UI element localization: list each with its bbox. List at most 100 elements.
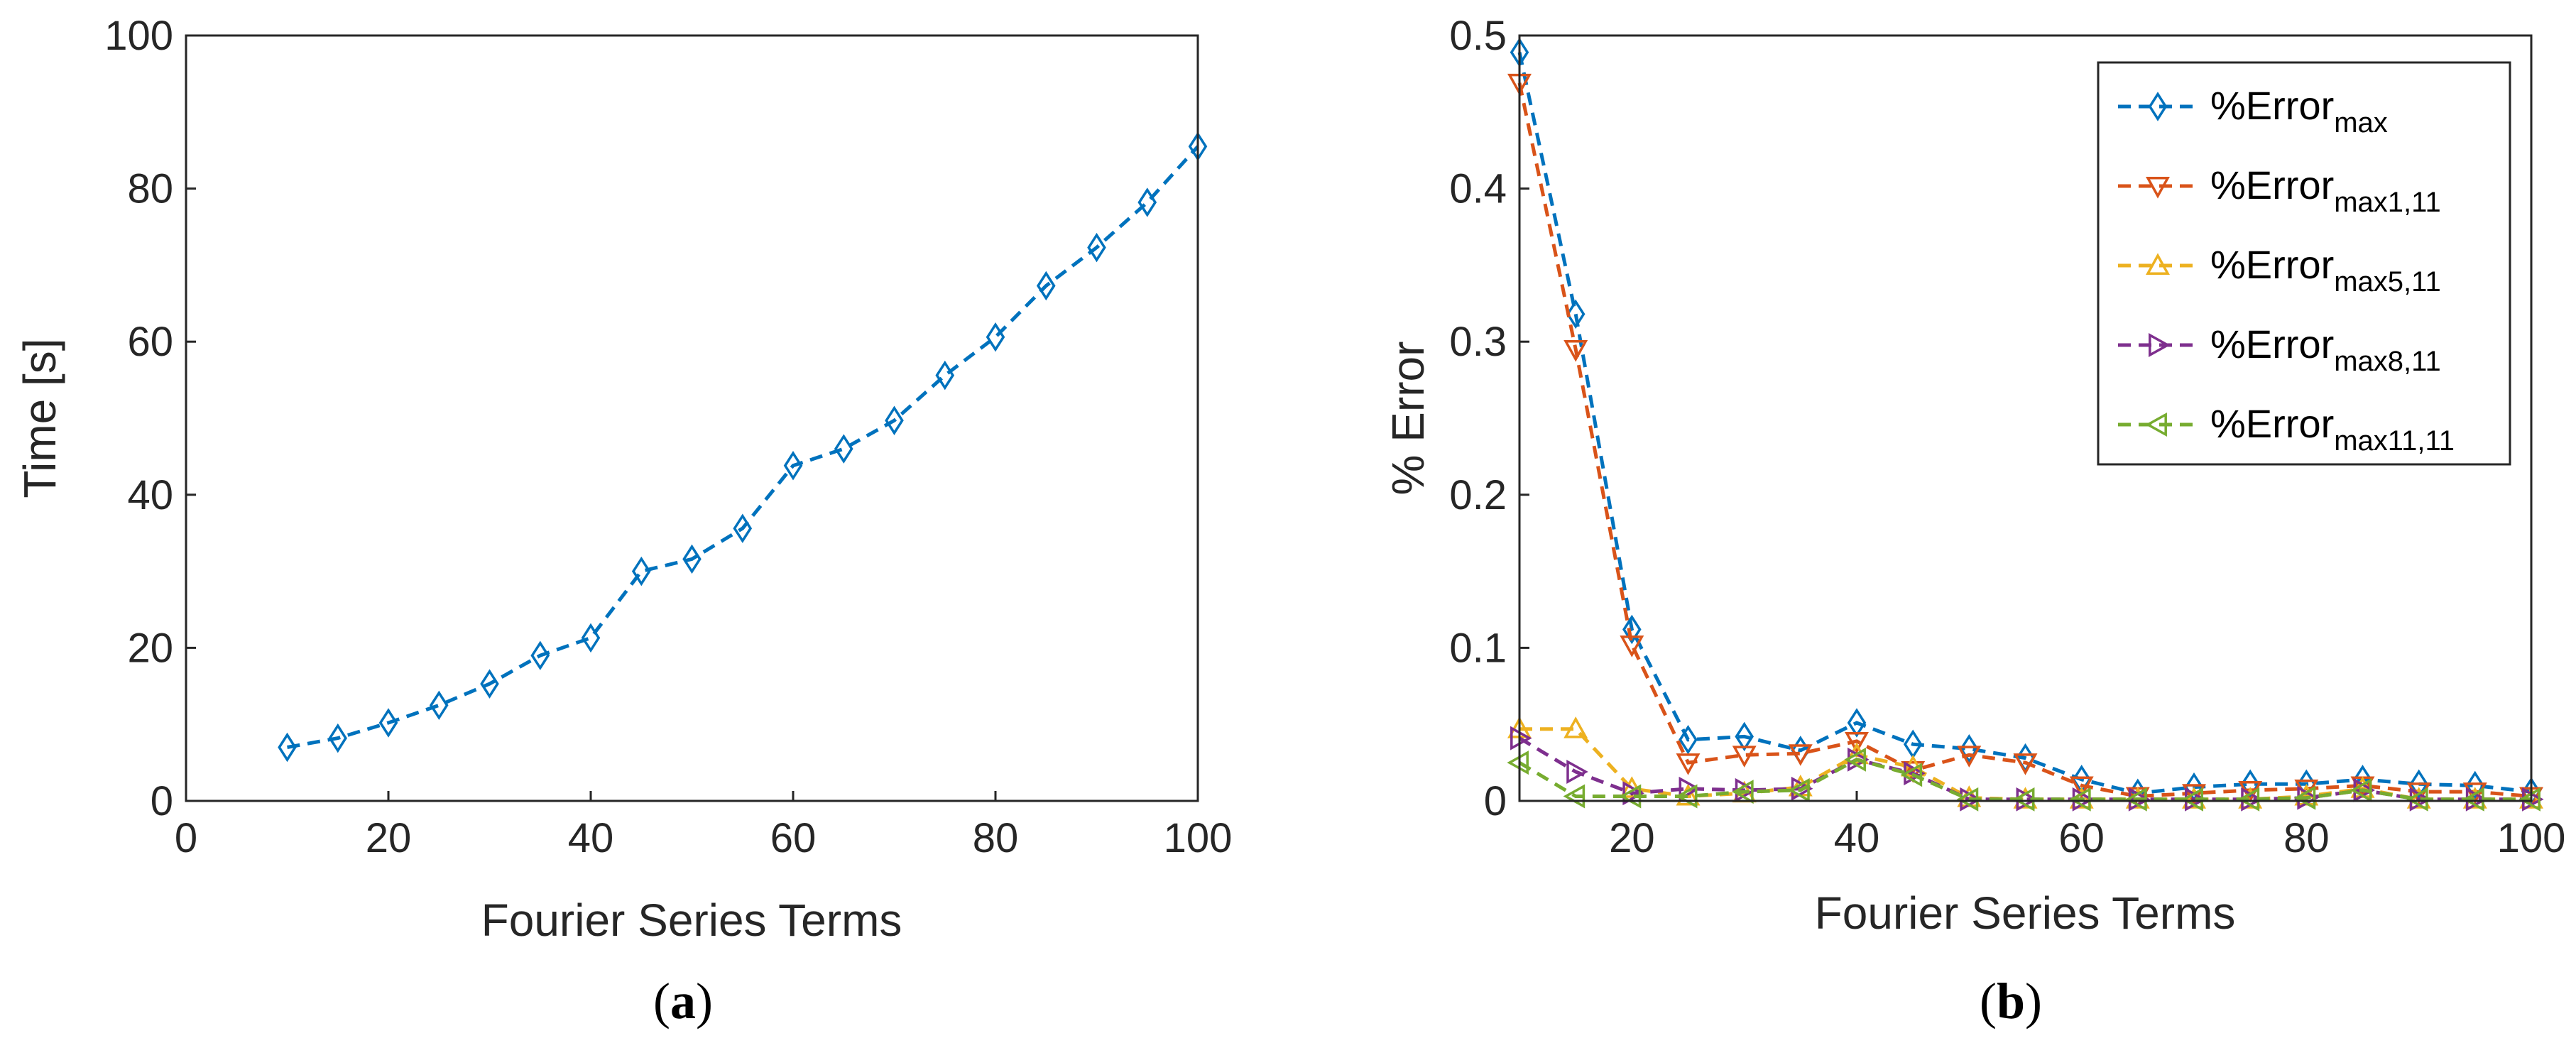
panel-a-x-tick-label: 100 xyxy=(1164,815,1233,861)
data-point-marker xyxy=(1622,781,1644,806)
data-point-marker xyxy=(1566,299,1586,329)
legend-marker xyxy=(2148,92,2168,121)
legend-entry-subscript: max5,11 xyxy=(2334,266,2440,298)
legend-box xyxy=(2097,61,2511,466)
data-point-marker xyxy=(2240,769,2260,799)
data-point-marker xyxy=(378,708,398,738)
panel-b-y-tick-label: 0.5 xyxy=(1449,13,1507,59)
panel-a-x-axis-label: Fourier Series Terms xyxy=(481,895,902,946)
data-point-marker xyxy=(1844,747,1866,772)
series-line-max11-11 xyxy=(1518,758,2531,802)
data-point-marker xyxy=(1563,340,1588,362)
data-point-marker xyxy=(2349,777,2372,802)
data-point-marker xyxy=(1679,725,1698,755)
caption-b-close-paren: ) xyxy=(2025,973,2042,1030)
series-line-time xyxy=(287,145,1199,749)
legend-marker xyxy=(2145,413,2167,437)
panel-a-y-tick-label: 20 xyxy=(127,625,173,671)
panel-b-y-tick-label: 0.1 xyxy=(1449,625,1507,671)
data-point-marker xyxy=(885,405,904,435)
data-point-marker xyxy=(2069,776,2094,799)
data-point-marker xyxy=(1788,744,1813,766)
panel-b-x-tick-label: 80 xyxy=(2283,815,2330,861)
panel-b-legend: %Errormax%Errormax1,11%Errormax5,11%Erro… xyxy=(2097,61,2511,466)
panel-b-chart: 20 40 60 80 100 0 0.1 0.2 0.3 0.4 0.5 Fourier Seri… xyxy=(1382,13,2565,939)
panel-b-y-axis-label: % Error xyxy=(1382,342,1434,496)
panel-a-y-tick-label: 80 xyxy=(127,166,173,212)
panel-a-chart: 0 20 40 60 80 100 0 20 40 60 80 100 Fourier Series … xyxy=(14,13,1232,946)
data-point-marker xyxy=(328,723,347,753)
legend-entry-label: %Errormax11,11 xyxy=(2210,401,2455,457)
panel-a-y-tick-label: 40 xyxy=(127,472,173,518)
data-point-marker xyxy=(2181,787,2203,812)
panel-b-x-tick-label: 100 xyxy=(2497,815,2566,861)
panel-b-x-tick-label: 20 xyxy=(1609,815,1655,861)
data-point-marker xyxy=(2409,769,2428,799)
data-point-marker xyxy=(2012,787,2035,812)
legend-marker xyxy=(2146,253,2170,275)
caption-a-open-paren: ( xyxy=(653,973,670,1030)
data-point-marker xyxy=(429,690,449,721)
legend-entry-name: %Error xyxy=(2210,401,2334,446)
data-point-marker xyxy=(783,451,803,481)
legend-entry-label: %Errormax5,11 xyxy=(2210,242,2441,298)
panel-b-y-tick-label: 0.3 xyxy=(1449,319,1507,365)
data-point-marker xyxy=(1956,787,1979,812)
caption-a: (a) xyxy=(653,973,713,1030)
data-point-marker xyxy=(2465,770,2485,801)
legend-entry-name: %Error xyxy=(2210,83,2334,128)
data-point-marker xyxy=(1957,746,1982,768)
caption-b-open-paren: ( xyxy=(1980,973,1997,1030)
panel-b-axes-box xyxy=(1518,34,2533,802)
data-point-marker xyxy=(480,669,499,699)
caption-a-close-paren: ) xyxy=(696,973,713,1030)
data-point-marker xyxy=(1960,733,1979,764)
data-point-marker xyxy=(1679,776,1701,801)
data-point-marker xyxy=(2069,787,2091,812)
data-point-marker xyxy=(834,434,853,464)
panel-a-x-tick-label: 0 xyxy=(175,815,197,861)
caption-b-letter: b xyxy=(1997,973,2025,1030)
data-point-marker xyxy=(1563,716,1588,738)
data-point-marker xyxy=(2013,753,2038,775)
legend-entry-subscript: max xyxy=(2334,107,2388,138)
data-point-marker xyxy=(2237,787,2260,812)
data-point-marker xyxy=(1732,746,1757,768)
data-point-marker xyxy=(682,544,702,574)
data-point-marker xyxy=(2462,787,2484,812)
data-point-marker xyxy=(1788,777,1810,802)
panel-b-x-tick-label: 40 xyxy=(1834,815,1880,861)
panel-b-x-axis-label: Fourier Series Terms xyxy=(1815,888,2236,939)
caption-b: (b) xyxy=(1980,973,2042,1030)
data-point-marker xyxy=(1566,760,1588,784)
data-point-marker xyxy=(986,322,1005,352)
panel-a-axes-box xyxy=(185,34,1199,802)
data-point-marker xyxy=(1845,742,1869,765)
data-point-marker xyxy=(1036,271,1056,301)
panel-b-y-tick-label: 0 xyxy=(1484,778,1507,824)
panel-a-y-tick-label: 100 xyxy=(104,13,173,59)
data-point-marker xyxy=(1732,780,1754,804)
data-point-marker xyxy=(2182,784,2206,806)
data-point-marker xyxy=(2293,785,2316,810)
data-point-marker xyxy=(581,623,601,653)
data-point-marker xyxy=(1620,635,1644,657)
panel-a-x-tick-label: 20 xyxy=(366,815,412,861)
data-point-marker xyxy=(2406,787,2428,812)
data-point-marker xyxy=(2406,782,2431,804)
data-point-marker xyxy=(935,360,955,391)
data-point-marker xyxy=(1735,721,1754,752)
panel-a-x-tick-label: 40 xyxy=(568,815,614,861)
data-point-marker xyxy=(2462,782,2487,804)
data-point-marker xyxy=(278,732,297,763)
panel-b-x-tick-label: 60 xyxy=(2058,815,2105,861)
data-point-marker xyxy=(1137,187,1157,217)
data-point-marker xyxy=(1087,232,1106,263)
data-point-marker xyxy=(1845,731,1869,754)
legend-entry-label: %Errormax1,11 xyxy=(2210,163,2441,218)
panel-a-y-tick-label: 60 xyxy=(127,319,173,365)
data-point-marker xyxy=(1622,614,1642,645)
series-line-max1-11 xyxy=(1517,82,2532,799)
data-point-marker xyxy=(1676,753,1701,775)
data-point-marker xyxy=(631,556,651,586)
